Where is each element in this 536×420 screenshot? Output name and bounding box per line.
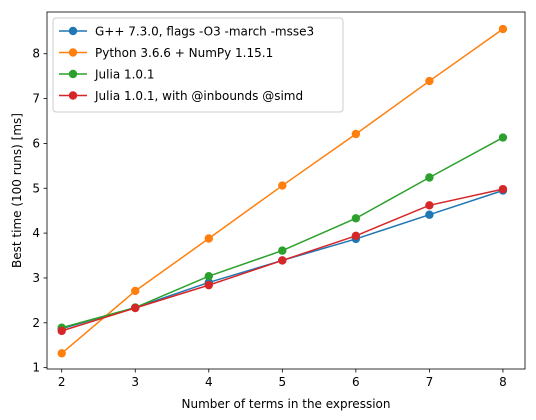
data-point — [204, 234, 213, 243]
data-point — [57, 349, 66, 358]
series-2 — [57, 24, 508, 358]
y-tick-label: 4 — [32, 226, 40, 240]
y-tick-label: 6 — [32, 136, 40, 150]
legend: G++ 7.3.0, flags -O3 -march -msse3 Python… — [52, 17, 344, 113]
x-axis-ticks: 2 3 4 5 6 7 8 — [58, 369, 507, 389]
series-group — [57, 24, 508, 358]
legend-item: Julia 1.0.1 — [59, 68, 155, 82]
data-point — [278, 256, 287, 265]
y-axis-label: Best time (100 runs) [ms] — [10, 113, 24, 268]
y-tick-label: 3 — [32, 271, 40, 285]
data-point — [278, 181, 287, 190]
data-point — [425, 76, 434, 86]
data-point — [351, 129, 361, 139]
data-point — [57, 326, 66, 336]
data-point — [498, 184, 508, 194]
data-point — [131, 286, 140, 296]
data-point — [425, 201, 434, 210]
legend-box — [52, 17, 344, 113]
y-tick-label: 2 — [32, 316, 40, 330]
y-tick-label: 1 — [32, 361, 40, 375]
x-tick-label: 7 — [426, 375, 434, 389]
data-point — [425, 173, 434, 182]
legend-swatch-marker — [68, 48, 78, 57]
data-point — [498, 24, 508, 34]
y-axis-ticks: 1 2 3 4 5 6 7 8 — [32, 47, 47, 375]
legend-swatch-marker — [68, 26, 78, 36]
x-tick-label: 6 — [352, 375, 360, 389]
legend-item: G++ 7.3.0, flags -O3 -march -msse3 — [59, 25, 314, 39]
legend-label: Julia 1.0.1, with @inbounds @simd — [94, 89, 303, 103]
data-point — [204, 280, 213, 290]
legend-item: Python 3.6.6 + NumPy 1.15.1 — [59, 46, 273, 60]
data-point — [131, 303, 140, 313]
data-point — [278, 246, 287, 255]
legend-swatch-marker — [68, 91, 78, 100]
data-point — [425, 210, 434, 219]
legend-label: Python 3.6.6 + NumPy 1.15.1 — [95, 46, 273, 60]
x-tick-label: 2 — [58, 375, 66, 389]
y-tick-label: 8 — [32, 47, 40, 61]
x-tick-label: 4 — [205, 375, 213, 389]
data-point — [351, 214, 361, 223]
x-axis-label: Number of terms in the expression — [182, 397, 391, 411]
x-tick-label: 8 — [499, 375, 507, 389]
y-tick-label: 7 — [32, 92, 40, 106]
series-4 — [57, 184, 508, 336]
data-point — [204, 271, 213, 281]
legend-swatch-marker — [68, 69, 78, 79]
legend-item: Julia 1.0.1, with @inbounds @simd — [59, 89, 303, 103]
x-tick-label: 5 — [279, 375, 287, 389]
x-tick-label: 3 — [131, 375, 139, 389]
legend-label: G++ 7.3.0, flags -O3 -march -msse3 — [95, 25, 314, 39]
y-tick-label: 5 — [32, 181, 40, 195]
legend-label: Julia 1.0.1 — [94, 68, 155, 82]
data-point — [351, 231, 361, 240]
data-point — [498, 133, 508, 142]
